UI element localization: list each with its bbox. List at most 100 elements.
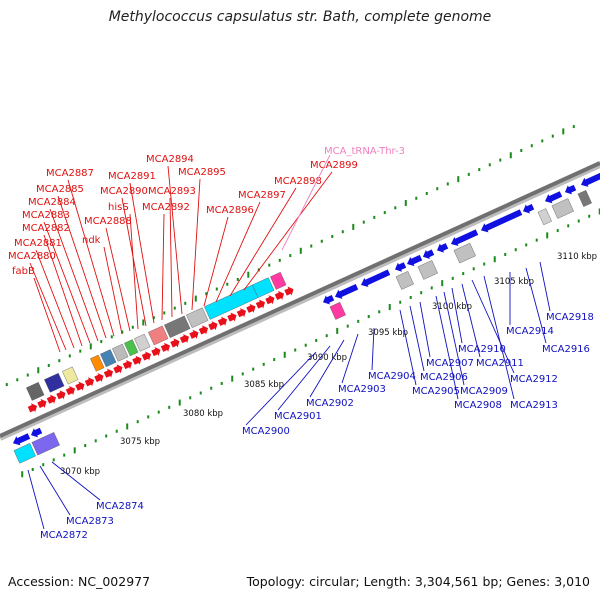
- track-dot: [577, 219, 580, 223]
- track-dot: [126, 423, 129, 430]
- reverse-gene-arrow: [450, 229, 479, 247]
- forward-gene-label: MCA2884: [28, 197, 76, 208]
- reverse-gene-arrow: [394, 262, 407, 272]
- reverse-gene-label: MCA2905: [412, 386, 460, 397]
- track-dot: [467, 172, 470, 176]
- track-dot: [205, 292, 208, 296]
- label-leader-line: [409, 305, 425, 372]
- cog-category-boxes: [13, 190, 592, 464]
- track-dot: [462, 272, 465, 276]
- track-dot: [509, 152, 512, 159]
- reverse-gene-arrow: [406, 254, 423, 267]
- track-dot: [541, 139, 544, 143]
- axis-tick-label: 3070 kbp: [60, 467, 100, 477]
- reverse-gene-label: MCA2909: [460, 386, 508, 397]
- reverse-gene-label: MCA2903: [338, 384, 386, 395]
- cog-category-box: [186, 307, 209, 328]
- cog-category-box: [31, 432, 60, 456]
- label-leader-line: [419, 301, 431, 358]
- track-dot: [556, 229, 559, 233]
- reverse-gene-arrow: [580, 172, 600, 187]
- label-leader-line: [215, 201, 261, 303]
- track-dot: [420, 291, 423, 295]
- accession-text: Accession: NC_002977: [8, 574, 151, 589]
- label-leader-line: [539, 261, 551, 312]
- label-leader-line: [161, 213, 165, 321]
- cog-category-box: [537, 208, 552, 226]
- track-dot: [84, 444, 87, 448]
- track-dot: [598, 208, 600, 215]
- track-dot: [446, 182, 449, 186]
- track-dot: [362, 220, 365, 224]
- track-dot: [252, 367, 255, 371]
- forward-gene-arrow: [274, 290, 285, 300]
- cog-category-box: [90, 354, 105, 372]
- track-dot: [409, 295, 412, 299]
- track-dot: [115, 429, 118, 433]
- track-dot: [73, 447, 76, 454]
- reverse-gene-arrow: [12, 433, 31, 446]
- label-leader-line: [67, 179, 115, 337]
- track-dot: [273, 358, 276, 362]
- cog-category-box: [417, 260, 438, 280]
- track-dot: [299, 247, 302, 254]
- track-dot: [121, 330, 124, 334]
- axis-tick-label: 3075 kbp: [120, 437, 160, 447]
- track-dot: [352, 223, 355, 230]
- track-dot: [504, 252, 507, 256]
- track-dot: [551, 134, 554, 138]
- cog-category-box: [164, 315, 191, 338]
- track-dot: [388, 304, 391, 311]
- track-dot: [320, 239, 323, 243]
- track-dot: [430, 286, 433, 290]
- forward-gene-label: MCA2894: [146, 154, 194, 165]
- track-dot: [226, 282, 229, 286]
- forward-gene-arrow: [94, 372, 104, 383]
- forward-gene-arrow: [151, 347, 161, 357]
- label-leader-line: [57, 195, 107, 339]
- label-leader-line: [121, 197, 147, 327]
- track-dot: [21, 471, 24, 478]
- label-leader-line: [471, 279, 515, 374]
- forward-gene-arrow: [284, 286, 294, 296]
- track-dot: [404, 200, 407, 207]
- cog-category-box: [453, 242, 476, 264]
- track-dot: [451, 276, 454, 280]
- track-dot: [268, 263, 271, 267]
- track-dot: [383, 211, 386, 215]
- track-dot: [215, 287, 218, 291]
- reverse-gene-arrow: [360, 269, 391, 288]
- axis-tick-labels: 3070 kbp 3075 kbp 3080 kbp 3085 kbp 3090 kbp…: [60, 252, 597, 477]
- forward-gene-arrow: [27, 403, 38, 413]
- track-dot: [37, 367, 40, 374]
- label-leader-line: [309, 339, 345, 398]
- track-dot: [488, 163, 491, 167]
- forward-gene-label: MCA2898: [274, 176, 322, 187]
- label-leader-line: [167, 165, 183, 315]
- track-dot: [304, 343, 307, 347]
- label-leader-line: [39, 465, 71, 516]
- forward-gene-arrow: [56, 390, 66, 400]
- forward-gene-label: MCA2896: [206, 205, 254, 216]
- reverse-gene-label: MCA2904: [368, 371, 416, 382]
- forward-gene-arrow: [75, 381, 85, 391]
- reverse-gene-label: MCA2914: [506, 326, 554, 337]
- forward-gene-arrow: [208, 321, 218, 331]
- forward-gene-label: MCA2891: [108, 171, 156, 182]
- forward-gene-label: MCA2890: [100, 186, 148, 197]
- track-dot: [5, 383, 8, 387]
- cog-category-box: [148, 325, 169, 346]
- forward-gene-label: MCA2899: [310, 160, 358, 171]
- label-leader-line: [525, 267, 547, 344]
- axis-tick-label: 3085 kbp: [244, 380, 284, 390]
- label-leader-line: [451, 287, 463, 344]
- track-dot: [247, 271, 250, 278]
- track-dot: [236, 277, 239, 281]
- cog-category-box: [44, 372, 65, 393]
- axis-tick-label: 3110 kbp: [557, 252, 597, 262]
- track-dot: [89, 343, 92, 350]
- forward-gene-label: MCA2897: [238, 190, 286, 201]
- forward-gene-label: MCA2893: [148, 186, 196, 197]
- label-leader-line: [203, 216, 229, 307]
